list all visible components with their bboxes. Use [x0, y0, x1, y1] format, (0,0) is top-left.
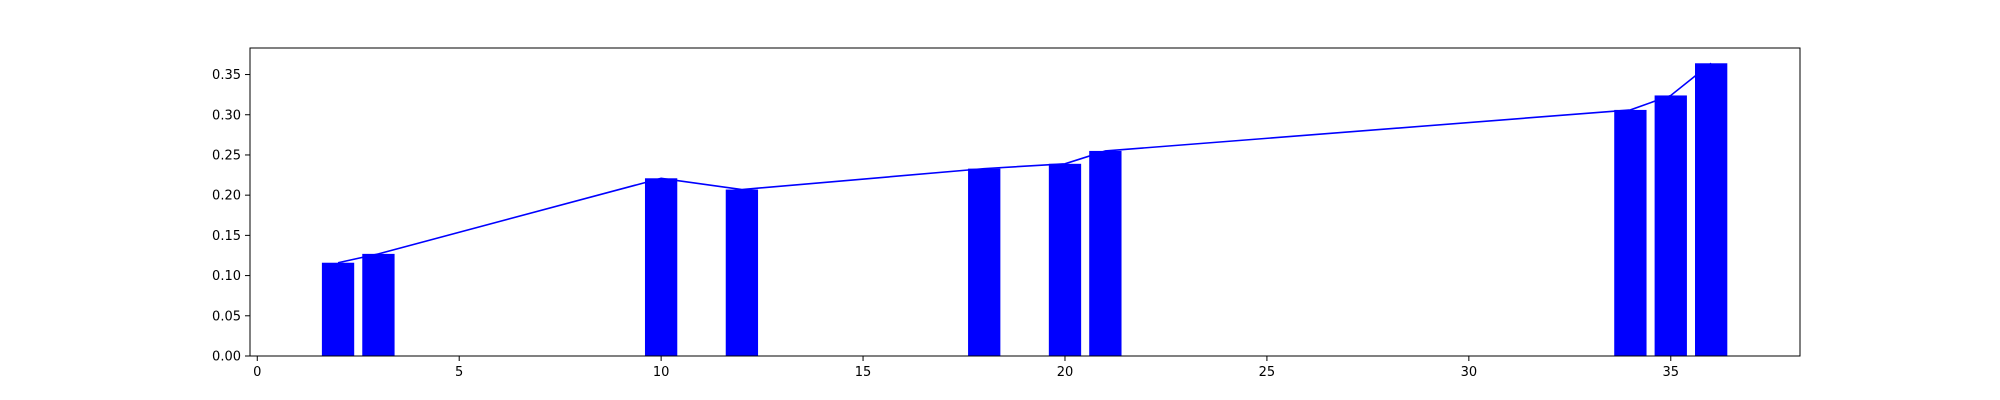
- y-tick-label-1: 0.05: [212, 309, 241, 324]
- bar-5: [1048, 163, 1082, 356]
- x-tick-label-3: 15: [855, 365, 872, 380]
- plot-frame: [249, 47, 1801, 357]
- bar-9: [1695, 63, 1728, 356]
- x-tick-label-2: 10: [653, 365, 670, 380]
- bar-1: [362, 253, 395, 356]
- x-tick-label-5: 25: [1259, 365, 1276, 380]
- y-tick-label-2: 0.10: [212, 269, 241, 284]
- bar-0: [321, 262, 355, 356]
- x-axis: 0 5 10 15 20 25 30 35: [253, 356, 1679, 380]
- plot-background: [250, 48, 1800, 356]
- bar-2: [644, 178, 678, 356]
- bar-4: [968, 168, 1001, 356]
- y-tick-label-6: 0.30: [212, 108, 241, 123]
- x-tick-label-7: 35: [1662, 365, 1679, 380]
- x-tick-label-6: 30: [1461, 365, 1478, 380]
- bars-layer: [321, 63, 1728, 356]
- x-tick-label-1: 5: [455, 365, 463, 380]
- series-line: [337, 62, 1712, 264]
- x-tick-label-0: 0: [253, 365, 261, 380]
- x-tick-label-4: 20: [1057, 365, 1074, 380]
- y-tick-label-7: 0.35: [212, 68, 241, 83]
- y-tick-label-0: 0.00: [212, 350, 241, 365]
- y-tick-label-5: 0.25: [212, 148, 241, 163]
- bar-3: [725, 189, 759, 356]
- y-axis: 0.00 0.05 0.10 0.15 0.20 0.25 0.30 0.35: [212, 68, 250, 365]
- bar-6: [1089, 150, 1122, 356]
- y-tick-label-4: 0.20: [212, 189, 241, 204]
- bar-8: [1654, 95, 1687, 356]
- y-tick-label-3: 0.15: [212, 229, 241, 244]
- line-layer: [337, 62, 1712, 264]
- bar-7: [1614, 109, 1647, 356]
